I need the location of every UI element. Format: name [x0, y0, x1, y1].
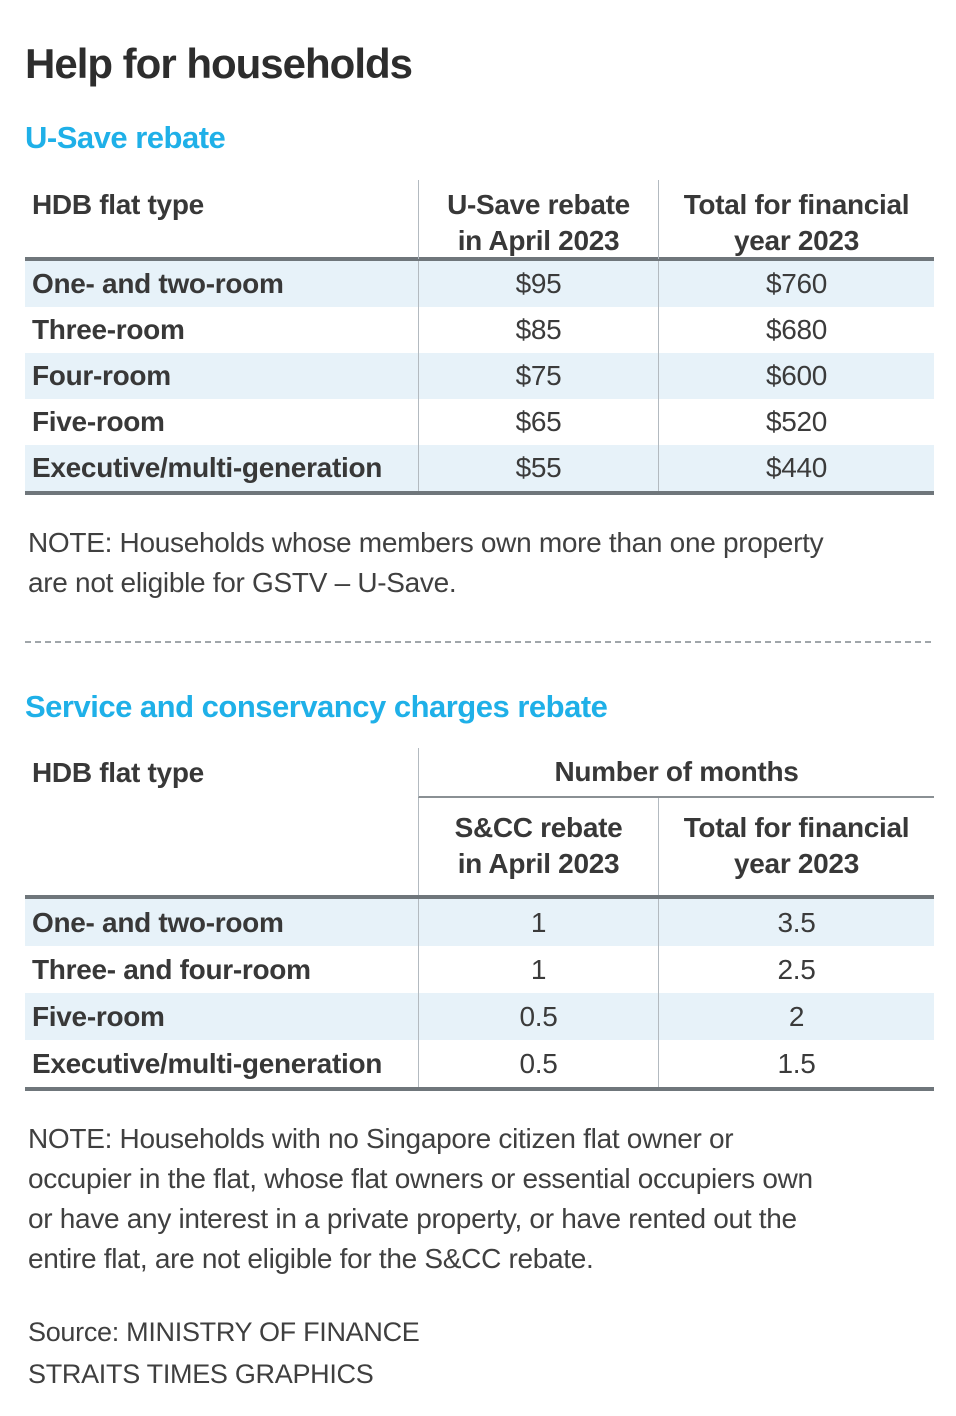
- april-rebate-cell: $85: [418, 306, 658, 353]
- scc-group-header-months: Number of months: [418, 748, 934, 799]
- fy-total-cell: $440: [658, 444, 934, 491]
- table-row: Three- and four-room 1 2.5: [25, 946, 934, 994]
- usave-section-heading: U-Save rebate: [25, 120, 226, 156]
- scc-col-header-flat-type: HDB flat type: [32, 757, 204, 789]
- usave-col-header-april: U-Save rebate in April 2023: [418, 179, 658, 259]
- source-credit: Source: MINISTRY OF FINANCE STRAITS TIMES…: [25, 1311, 934, 1395]
- graphics-credit-line: STRAITS TIMES GRAPHICS: [28, 1359, 374, 1390]
- usave-col-header-total: Total for financial year 2023: [658, 179, 934, 259]
- table-row: Executive/multi-generation $55 $440: [25, 444, 934, 491]
- scc-table-body: One- and two-room 1 3.5 Three- and four-…: [25, 899, 934, 1092]
- page-title: Help for households: [25, 40, 413, 87]
- fy-months-cell: 1.5: [658, 1040, 934, 1088]
- usave-section: U-Save rebate HDB flat type U-Save rebat…: [25, 120, 934, 603]
- flat-type-cell: Four-room: [32, 359, 171, 391]
- table-row: Five-room 0.5 2: [25, 993, 934, 1041]
- fy-total-cell: $680: [658, 306, 934, 353]
- flat-type-cell: Five-room: [32, 1000, 165, 1032]
- fy-total-cell: $520: [658, 398, 934, 445]
- flat-type-cell: Three-room: [32, 313, 185, 345]
- flat-type-cell: One- and two-room: [32, 267, 284, 299]
- april-months-cell: 1: [418, 899, 658, 947]
- flat-type-cell: Executive/multi-generation: [32, 451, 383, 483]
- flat-type-cell: Three- and four-room: [32, 953, 311, 985]
- table-row: Three-room $85 $680: [25, 306, 934, 353]
- usave-table-body: One- and two-room $95 $760 Three-room $8…: [25, 260, 934, 495]
- scc-subheader-spacer: [25, 798, 418, 895]
- content-column: Help for households U-Save rebate HDB fl…: [25, 0, 934, 1395]
- scc-table-header: HDB flat type Number of months S&CC reba…: [25, 748, 934, 900]
- april-rebate-cell: $65: [418, 398, 658, 445]
- april-months-cell: 0.5: [418, 1040, 658, 1088]
- flat-type-cell: Five-room: [32, 405, 165, 437]
- scc-note: NOTE: Households with no Singapore citiz…: [28, 1123, 813, 1275]
- fy-months-cell: 2.5: [658, 946, 934, 994]
- usave-table-header-row: HDB flat type U-Save rebate in April 202…: [25, 179, 934, 261]
- scc-col-header-april: S&CC rebate in April 2023: [418, 798, 658, 896]
- usave-note: NOTE: Households whose members own more …: [28, 526, 824, 598]
- scc-table-group-header-row: HDB flat type Number of months: [25, 748, 934, 799]
- april-months-cell: 0.5: [418, 993, 658, 1041]
- fy-total-cell: $760: [658, 260, 934, 307]
- section-divider: [25, 640, 931, 643]
- table-row: Executive/multi-generation 0.5 1.5: [25, 1040, 934, 1088]
- fy-months-cell: 3.5: [658, 899, 934, 947]
- scc-table-subheader-row: S&CC rebate in April 2023 Total for fina…: [25, 798, 934, 896]
- table-row: Four-room $75 $600: [25, 352, 934, 399]
- fy-total-cell: $600: [658, 352, 934, 399]
- april-rebate-cell: $95: [418, 260, 658, 307]
- usave-table: HDB flat type U-Save rebate in April 202…: [25, 179, 934, 495]
- april-rebate-cell: $55: [418, 444, 658, 491]
- scc-table: HDB flat type Number of months S&CC reba…: [25, 748, 934, 1092]
- source-line: Source: MINISTRY OF FINANCE: [28, 1317, 420, 1348]
- usave-col-header-flat-type: HDB flat type: [32, 188, 204, 220]
- april-rebate-cell: $75: [418, 352, 658, 399]
- table-row: One- and two-room 1 3.5: [25, 899, 934, 947]
- scc-section-heading: Service and conservancy charges rebate: [25, 688, 608, 724]
- flat-type-cell: Executive/multi-generation: [32, 1047, 383, 1079]
- table-row: Five-room $65 $520: [25, 398, 934, 445]
- table-row: One- and two-room $95 $760: [25, 260, 934, 307]
- scc-section: Service and conservancy charges rebate H…: [25, 689, 934, 1280]
- scc-col-header-total: Total for financial year 2023: [658, 798, 934, 896]
- april-months-cell: 1: [418, 946, 658, 994]
- flat-type-cell: One- and two-room: [32, 906, 284, 938]
- fy-months-cell: 2: [658, 993, 934, 1041]
